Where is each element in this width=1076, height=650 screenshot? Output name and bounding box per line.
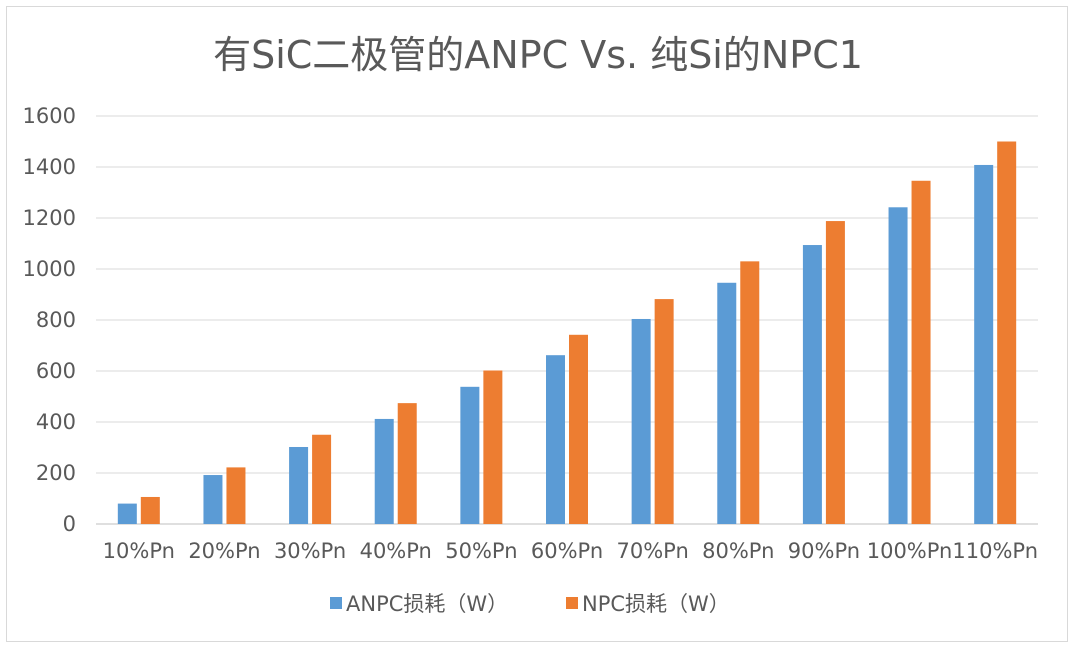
bar-anpc — [802, 245, 822, 524]
x-tick-label: 20%Pn — [188, 539, 260, 563]
x-tick-label: 80%Pn — [702, 539, 774, 563]
y-tick-label: 400 — [36, 410, 76, 434]
bars — [117, 141, 1017, 525]
y-tick-label: 1000 — [23, 257, 76, 281]
bar-anpc — [974, 164, 994, 524]
bar-npc — [911, 180, 931, 524]
x-tick-label: 30%Pn — [274, 539, 346, 563]
bar-npc — [483, 370, 503, 524]
bar-anpc — [460, 386, 480, 524]
y-axis: 0 200 400 600 800 1000 1200 1400 1600 — [23, 104, 76, 536]
bar-npc — [312, 434, 332, 524]
legend-label: ANPC损耗（W） — [346, 592, 508, 616]
bar-npc — [397, 403, 417, 524]
bar-npc — [997, 141, 1017, 524]
bar-npc — [654, 299, 674, 524]
bar-npc — [226, 467, 246, 524]
legend: ANPC损耗（W） NPC损耗（W） — [330, 592, 730, 616]
y-tick-label: 0 — [63, 512, 76, 536]
x-tick-label: 90%Pn — [788, 539, 860, 563]
y-tick-label: 800 — [36, 308, 76, 332]
y-tick-label: 1400 — [23, 155, 76, 179]
bar-anpc — [546, 355, 565, 524]
x-tick-label: 110%Pn — [952, 539, 1038, 563]
x-tick-label: 40%Pn — [360, 539, 432, 563]
legend-label: NPC损耗（W） — [582, 592, 730, 616]
y-tick-label: 1200 — [23, 206, 76, 230]
x-axis: 10%Pn 20%Pn 30%Pn 40%Pn 50%Pn 60%Pn 70%Pn 80%Pn… — [103, 539, 1038, 563]
legend-swatch — [330, 597, 342, 609]
x-tick-label: 60%Pn — [531, 539, 603, 563]
x-tick-label: 100%Pn — [867, 539, 953, 563]
bar-npc — [825, 221, 845, 524]
y-tick-label: 1600 — [23, 104, 76, 128]
grid-lines — [96, 115, 1038, 525]
legend-swatch — [566, 597, 578, 609]
bar-anpc — [374, 418, 394, 524]
y-tick-label: 200 — [36, 461, 76, 485]
chart-title: 有SiC二极管的ANPC Vs. 纯Si的NPC1 — [213, 33, 863, 77]
x-tick-label: 50%Pn — [445, 539, 517, 563]
bar-npc — [740, 261, 760, 524]
bar-anpc — [203, 475, 223, 524]
x-tick-label: 10%Pn — [103, 539, 175, 563]
y-tick-label: 600 — [36, 359, 76, 383]
x-tick-label: 70%Pn — [616, 539, 688, 563]
bar-anpc — [289, 446, 309, 524]
bar-anpc — [717, 282, 737, 524]
bar-npc — [569, 334, 588, 524]
bar-anpc — [888, 207, 908, 525]
bar-anpc — [117, 503, 137, 524]
bar-anpc — [631, 318, 651, 524]
bar-npc — [140, 496, 160, 524]
